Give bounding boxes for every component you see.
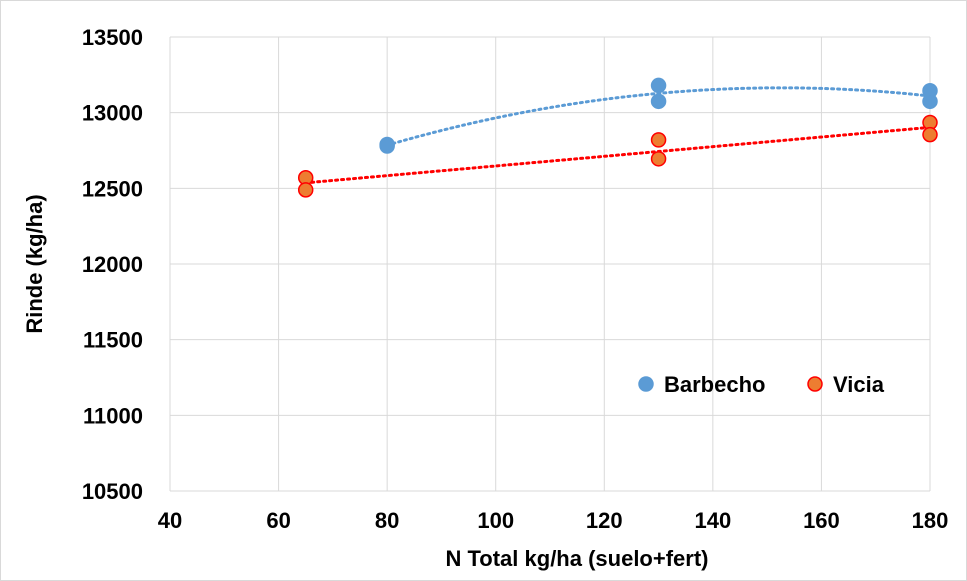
legend-label-vicia: Vicia — [833, 372, 885, 397]
point-barbecho — [922, 93, 938, 110]
data-points — [297, 77, 938, 198]
trendline-vicia — [304, 125, 932, 185]
y-tick-label: 13000 — [82, 101, 143, 126]
legend: Barbecho Vicia — [638, 372, 885, 397]
y-tick-label: 11000 — [83, 403, 143, 428]
point-barbecho — [650, 77, 667, 94]
x-tick-label: 100 — [477, 508, 514, 533]
point-vicia — [650, 151, 667, 167]
gridlines — [169, 36, 931, 492]
y-tick-label: 13500 — [82, 25, 143, 50]
x-tick-label: 140 — [694, 508, 731, 533]
x-tick-label: 80 — [375, 508, 399, 533]
y-tick-label: 11500 — [83, 328, 143, 353]
y-axis-title: Rinde (kg/ha) — [22, 194, 47, 333]
trendlines — [304, 86, 932, 185]
axes: 40 60 80 100 120 140 160 180 10500 11000 11500 1200… — [82, 25, 949, 533]
y-tick-label: 10500 — [82, 479, 143, 504]
x-tick-label: 40 — [158, 508, 182, 533]
point-vicia — [297, 182, 314, 198]
y-tick-label: 12500 — [82, 176, 143, 201]
trendline-barbecho — [385, 86, 932, 147]
point-barbecho — [650, 93, 667, 110]
y-tick-label: 12000 — [82, 252, 143, 277]
legend-marker-vicia — [807, 376, 823, 392]
point-vicia — [922, 126, 938, 143]
point-barbecho — [379, 138, 395, 154]
x-tick-label: 180 — [912, 508, 949, 533]
x-axis-title: N Total kg/ha (suelo+fert) — [445, 546, 708, 571]
legend-marker-barbecho — [638, 376, 654, 392]
legend-label-barbecho: Barbecho — [664, 372, 765, 397]
x-tick-label: 120 — [586, 508, 623, 533]
x-tick-label: 60 — [266, 508, 290, 533]
point-vicia — [650, 132, 667, 148]
x-tick-label: 160 — [803, 508, 840, 533]
